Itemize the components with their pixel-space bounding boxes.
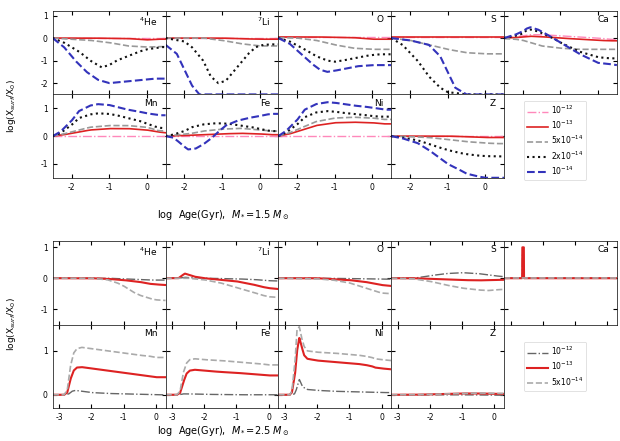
Text: Ni: Ni: [374, 99, 383, 108]
Text: $^4$He: $^4$He: [140, 15, 157, 28]
Text: Ca: Ca: [597, 245, 609, 254]
Text: $^4$He: $^4$He: [140, 245, 157, 258]
Text: log  Age(Gyr),  $M_*$=1.5 $M_\odot$: log Age(Gyr), $M_*$=1.5 $M_\odot$: [157, 208, 290, 222]
Text: $^7$Li: $^7$Li: [257, 15, 270, 28]
Text: log(X$_{surf}$/X$_0$): log(X$_{surf}$/X$_0$): [5, 79, 18, 133]
Text: log  Age(Gyr),  $M_*$=2.5 $M_\odot$: log Age(Gyr), $M_*$=2.5 $M_\odot$: [157, 424, 290, 438]
Text: Z: Z: [490, 329, 496, 338]
Text: O: O: [376, 245, 383, 254]
Text: Z: Z: [490, 99, 496, 108]
Text: S: S: [490, 15, 496, 24]
Text: Ni: Ni: [374, 329, 383, 338]
Text: log(X$_{surf}$/X$_0$): log(X$_{surf}$/X$_0$): [5, 297, 18, 351]
Text: Ca: Ca: [597, 15, 609, 24]
Text: Fe: Fe: [260, 329, 270, 338]
Text: Mn: Mn: [144, 329, 157, 338]
Text: O: O: [376, 15, 383, 24]
Text: S: S: [490, 245, 496, 254]
Legend: 10$^{-12}$, 10$^{-13}$, 5x10$^{-14}$: 10$^{-12}$, 10$^{-13}$, 5x10$^{-14}$: [523, 342, 586, 391]
Text: Mn: Mn: [144, 99, 157, 108]
Text: $^7$Li: $^7$Li: [257, 245, 270, 258]
Text: Fe: Fe: [260, 99, 270, 108]
Legend: 10$^{-12}$, 10$^{-13}$, 5x10$^{-14}$, 2x10$^{-14}$, 10$^{-14}$: 10$^{-12}$, 10$^{-13}$, 5x10$^{-14}$, 2x…: [523, 101, 586, 179]
